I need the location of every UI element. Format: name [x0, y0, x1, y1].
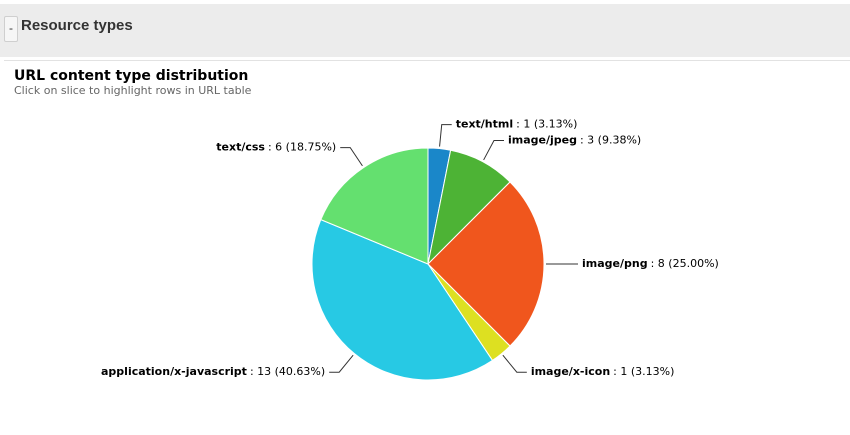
leader-line: [329, 354, 354, 373]
slice-label: image/jpeg: 3 (9.38%): [508, 134, 641, 147]
slice-value: : 8 (25.00%): [651, 257, 719, 270]
leader-line: [502, 354, 527, 373]
section-title: Resource types: [21, 17, 133, 34]
slice-label: application/x-javascript: 13 (40.63%): [101, 365, 325, 378]
slice-name: text/css: [216, 141, 265, 154]
slice-label: image/x-icon: 1 (3.13%): [531, 365, 675, 378]
slice-name: text/html: [456, 118, 513, 131]
leader-line: [340, 147, 363, 167]
slice-name: image/png: [582, 257, 648, 270]
slice-value: : 1 (3.13%): [516, 118, 577, 131]
pie-slice[interactable]: [427, 181, 545, 347]
slice-label: text/css: 6 (18.75%): [216, 141, 336, 154]
leader-line: [483, 140, 504, 161]
slice-label: image/png: 8 (25.00%): [582, 257, 719, 270]
slice-value: : 6 (18.75%): [268, 141, 336, 154]
section-header[interactable]: - Resource types: [0, 4, 850, 57]
pie-slice[interactable]: [320, 147, 429, 265]
collapse-toggle[interactable]: -: [4, 16, 18, 42]
slice-value: : 1 (3.13%): [613, 365, 674, 378]
slice-name: image/jpeg: [508, 134, 577, 147]
slice-label: text/html: 1 (3.13%): [456, 118, 578, 131]
chart-title: URL content type distribution: [14, 68, 248, 84]
pie-slice[interactable]: [311, 218, 494, 381]
chart-subtitle: Click on slice to highlight rows in URL …: [14, 84, 252, 97]
slice-value: : 13 (40.63%): [250, 365, 325, 378]
leader-line: [439, 124, 452, 147]
slice-name: image/x-icon: [531, 365, 610, 378]
slice-name: application/x-javascript: [101, 365, 247, 378]
slice-value: : 3 (9.38%): [580, 134, 641, 147]
